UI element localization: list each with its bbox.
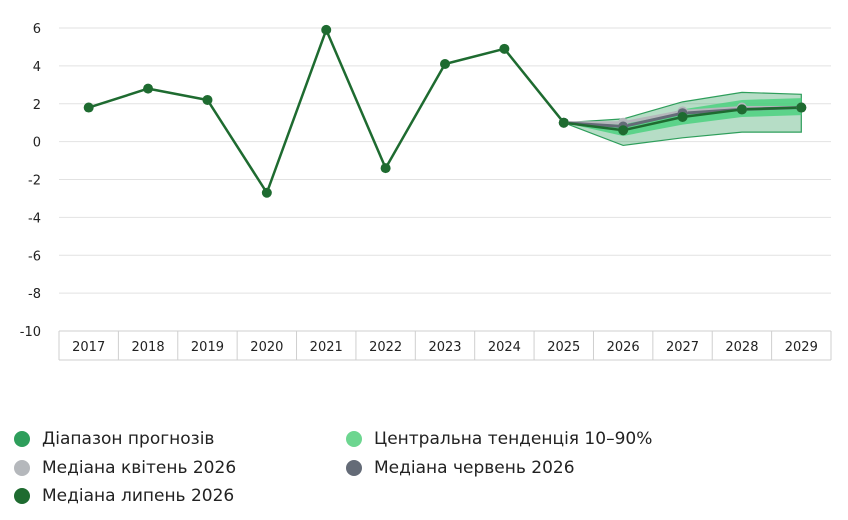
x-tick-label: 2025 xyxy=(547,340,580,355)
x-tick-label: 2028 xyxy=(725,340,758,355)
x-tick-label: 2024 xyxy=(488,340,521,355)
data-point-median-july[interactable] xyxy=(380,163,391,174)
data-point-median-july[interactable] xyxy=(202,94,213,105)
y-tick-label: -8 xyxy=(28,287,41,302)
y-tick-label: -6 xyxy=(28,249,41,264)
data-point-median-july[interactable] xyxy=(499,43,510,54)
x-tick-label: 2018 xyxy=(132,340,165,355)
series-lines xyxy=(88,28,802,195)
data-point-median-july[interactable] xyxy=(618,125,629,136)
x-tick-label: 2022 xyxy=(369,340,402,355)
grid-lines xyxy=(59,27,831,332)
x-tick-label: 2021 xyxy=(310,340,343,355)
data-point-median-july[interactable] xyxy=(261,187,272,198)
y-axis-ticks: 6 4 2 0 -2 -4 -6 -8 -10 xyxy=(20,22,41,340)
x-axis: 2017 2018 2019 2020 2021 2022 2023 2024 2025 2026… xyxy=(58,330,832,361)
series-points xyxy=(83,24,807,198)
y-tick-label: -10 xyxy=(20,325,41,340)
data-point-median-july[interactable] xyxy=(440,58,450,69)
data-point-median-july[interactable] xyxy=(558,117,569,128)
x-tick-label: 2026 xyxy=(607,340,640,355)
y-tick-label: 6 xyxy=(33,22,41,37)
data-point-median-july[interactable] xyxy=(736,104,747,115)
x-tick-label: 2023 xyxy=(428,340,461,355)
y-tick-label: -2 xyxy=(28,174,41,189)
x-tick-label: 2019 xyxy=(191,340,224,355)
data-point-median-july[interactable] xyxy=(321,24,332,35)
y-tick-label: 2 xyxy=(33,98,41,113)
y-tick-label: 4 xyxy=(33,60,41,75)
data-point-median-july[interactable] xyxy=(796,102,807,113)
y-tick-label: -4 xyxy=(28,211,41,226)
x-tick-label: 2020 xyxy=(250,340,283,355)
y-tick-label: 0 xyxy=(33,136,41,151)
x-tick-label: 2017 xyxy=(72,340,105,355)
x-tick-label: 2027 xyxy=(666,340,699,355)
x-tick-label: 2029 xyxy=(785,340,818,355)
data-point-median-july[interactable] xyxy=(83,102,94,113)
data-point-median-july[interactable] xyxy=(143,83,154,94)
data-point-median-july[interactable] xyxy=(677,112,688,123)
